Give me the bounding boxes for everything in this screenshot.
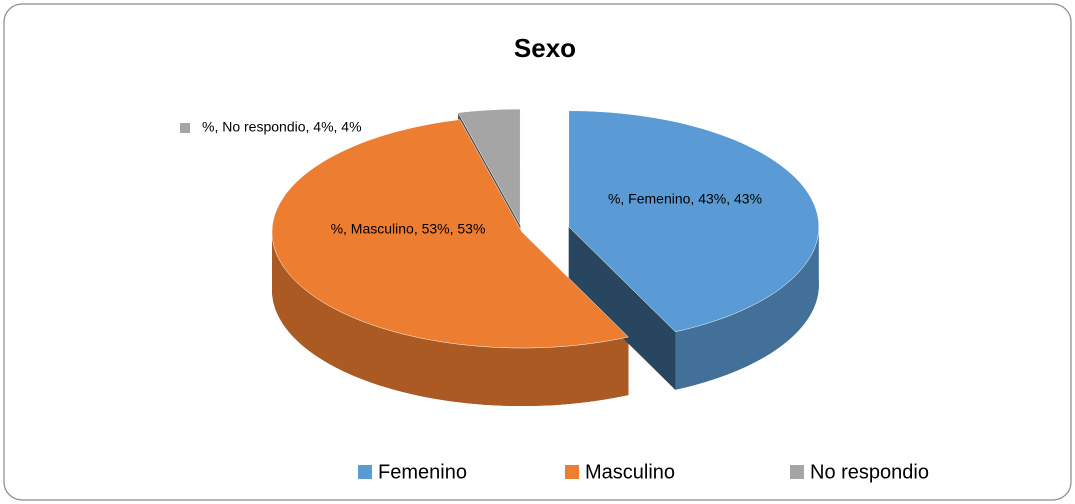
legend-label: No respondio xyxy=(810,461,929,483)
slice xyxy=(271,119,629,349)
data-labels: %, Femenino, 43%, 43% %, Masculino, 53%, … xyxy=(180,119,762,237)
slice-side xyxy=(272,232,629,406)
legend-label: Masculino xyxy=(585,461,675,483)
legend-swatch xyxy=(790,465,804,479)
slice xyxy=(457,108,521,226)
label-key xyxy=(180,123,190,133)
legend-swatch xyxy=(358,465,372,479)
slice xyxy=(568,110,820,332)
data-label: %, Femenino, 43%, 43% xyxy=(608,191,762,207)
pie xyxy=(271,108,820,406)
legend: Femenino Masculino No respondio xyxy=(358,461,929,483)
slice-cut-face xyxy=(568,226,676,390)
legend-label: Femenino xyxy=(378,461,467,483)
chart-title: Sexo xyxy=(514,33,576,63)
data-label: %, No respondio, 4%, 4% xyxy=(202,119,362,135)
data-label: %, Masculino, 53%, 53% xyxy=(331,221,486,237)
legend-swatch xyxy=(565,465,579,479)
